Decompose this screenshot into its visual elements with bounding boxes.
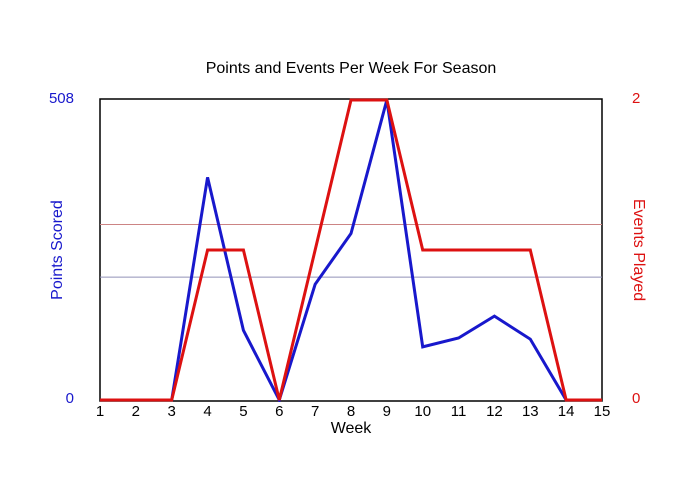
x-tick-label: 11 (450, 403, 467, 420)
right-axis-max-tick: 2 (632, 90, 641, 107)
x-tick-label: 3 (167, 403, 176, 420)
x-tick-label: 7 (310, 403, 320, 420)
chart-title: Points and Events Per Week For Season (205, 60, 497, 77)
x-tick-label: 15 (593, 403, 611, 420)
right-axis-title: Events Played (630, 198, 647, 302)
series-lines (100, 98, 602, 402)
x-tick-label: 13 (521, 403, 539, 420)
x-tick-label: 12 (486, 403, 503, 420)
x-tick-label: 5 (239, 403, 248, 420)
x-tick-label: 4 (203, 403, 212, 420)
right-axis-min-tick: 0 (632, 390, 641, 407)
points-scored-line (100, 99, 602, 402)
reference-lines (100, 224, 602, 278)
events-played-line (100, 98, 602, 402)
x-tick-label: 6 (275, 403, 284, 420)
left-axis-min-tick: 0 (65, 390, 74, 407)
plot-area (99, 98, 603, 402)
left-axis-title: Points Scored (49, 200, 66, 300)
x-tick-label: 2 (131, 403, 141, 420)
x-axis-title: Week (330, 420, 372, 437)
x-tick-label: 9 (382, 403, 392, 420)
x-tick-label: 8 (346, 403, 356, 420)
x-tick-label: 10 (414, 403, 432, 420)
x-tick-label: 1 (95, 403, 105, 420)
x-tick-label: 14 (557, 403, 575, 420)
left-axis-max-tick: 508 (48, 90, 74, 107)
